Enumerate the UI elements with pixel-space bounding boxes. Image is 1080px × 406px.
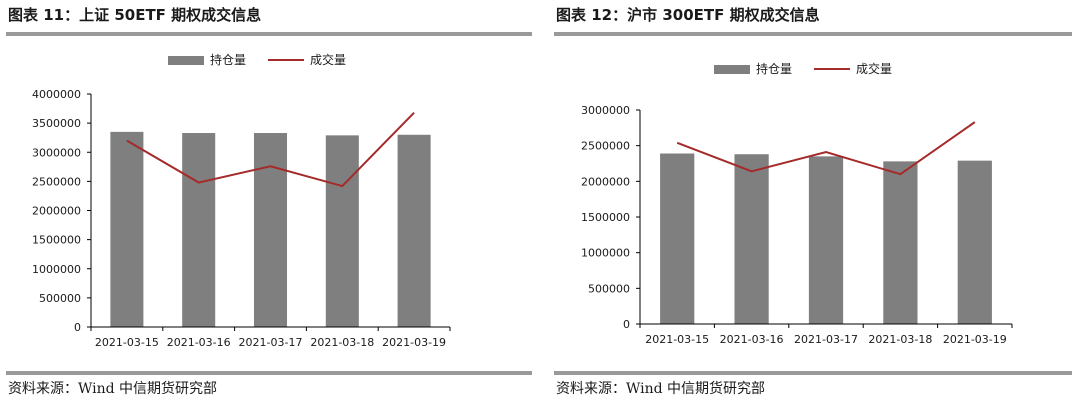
- chart-50etf: 持仓量 成交量 0 500000 1000000 1500000 2000000 250000…: [32, 52, 451, 349]
- y-tick-label: 1000000: [32, 263, 81, 276]
- legend-label-bar: 持仓量: [210, 52, 246, 67]
- chart-title: 图表 12：沪市 300ETF 期权成交信息: [556, 6, 820, 24]
- y-tick-label: 3000000: [32, 146, 81, 159]
- y-tick-label: 2500000: [581, 140, 630, 153]
- x-tick-label: 2021-03-17: [794, 333, 858, 346]
- bar-2021-03-16: [182, 133, 216, 327]
- x-tick-label: 2021-03-19: [382, 336, 446, 349]
- y-tick-label: 500000: [588, 282, 630, 295]
- bottom-divider: [6, 371, 532, 375]
- legend-swatch-bar: [714, 65, 750, 74]
- y-tick-label: 2000000: [32, 205, 81, 218]
- legend-swatch-bar: [168, 56, 204, 65]
- y-tick-label: 1500000: [581, 211, 630, 224]
- x-tick-label: 2021-03-18: [868, 333, 932, 346]
- bar-2021-03-17: [808, 156, 844, 324]
- x-tick-label: 2021-03-19: [943, 333, 1007, 346]
- top-divider: [6, 32, 532, 36]
- x-tick-label: 2021-03-17: [239, 336, 303, 349]
- x-tick-label: 2021-03-16: [167, 336, 231, 349]
- y-tick-label: 2000000: [581, 175, 630, 188]
- chart-title: 图表 11：上证 50ETF 期权成交信息: [8, 6, 262, 24]
- x-tick-label: 2021-03-16: [720, 333, 784, 346]
- y-tick-label: 3500000: [32, 117, 81, 130]
- legend: 持仓量 成交量: [714, 61, 892, 76]
- legend-label-line: 成交量: [856, 61, 892, 76]
- legend: 持仓量 成交量: [168, 52, 346, 67]
- bar-2021-03-18: [883, 161, 918, 324]
- y-tick-label: 1000000: [581, 247, 630, 260]
- legend-label-line: 成交量: [310, 52, 346, 67]
- y-tick-label: 0: [623, 318, 630, 331]
- top-divider: [554, 32, 1072, 36]
- y-tick-label: 500000: [39, 292, 81, 305]
- y-tick-label: 0: [74, 321, 81, 334]
- y-tick-label: 4000000: [32, 88, 81, 101]
- x-tick-label: 2021-03-15: [645, 333, 709, 346]
- source-note: 资料来源：Wind 中信期货研究部: [556, 381, 766, 397]
- chart-300etf: 持仓量 成交量 0 500000 1000000 1500000 2000000 250000…: [581, 61, 1013, 346]
- bar-2021-03-19: [957, 160, 992, 324]
- y-tick-label: 3000000: [581, 104, 630, 117]
- bar-2021-03-18: [325, 135, 359, 327]
- x-tick-label: 2021-03-15: [95, 336, 159, 349]
- bar-2021-03-19: [397, 134, 431, 327]
- chart-panel-right: 图表 12：沪市 300ETF 期权成交信息 持仓量 成交量 0 500000 1000…: [548, 0, 1080, 406]
- chart-panel-left: 图表 11：上证 50ETF 期权成交信息 持仓量 成交量 0 500000 10000…: [6, 6, 532, 397]
- source-note: 资料来源：Wind 中信期货研究部: [8, 381, 218, 397]
- legend-label-bar: 持仓量: [756, 61, 792, 76]
- bar-2021-03-15: [660, 153, 695, 324]
- y-tick-label: 2500000: [32, 175, 81, 188]
- bar-2021-03-17: [253, 133, 288, 327]
- bar-2021-03-16: [734, 154, 769, 324]
- y-tick-label: 1500000: [32, 234, 81, 247]
- x-tick-label: 2021-03-18: [310, 336, 374, 349]
- bar-2021-03-15: [110, 131, 144, 327]
- bottom-divider: [554, 371, 1072, 375]
